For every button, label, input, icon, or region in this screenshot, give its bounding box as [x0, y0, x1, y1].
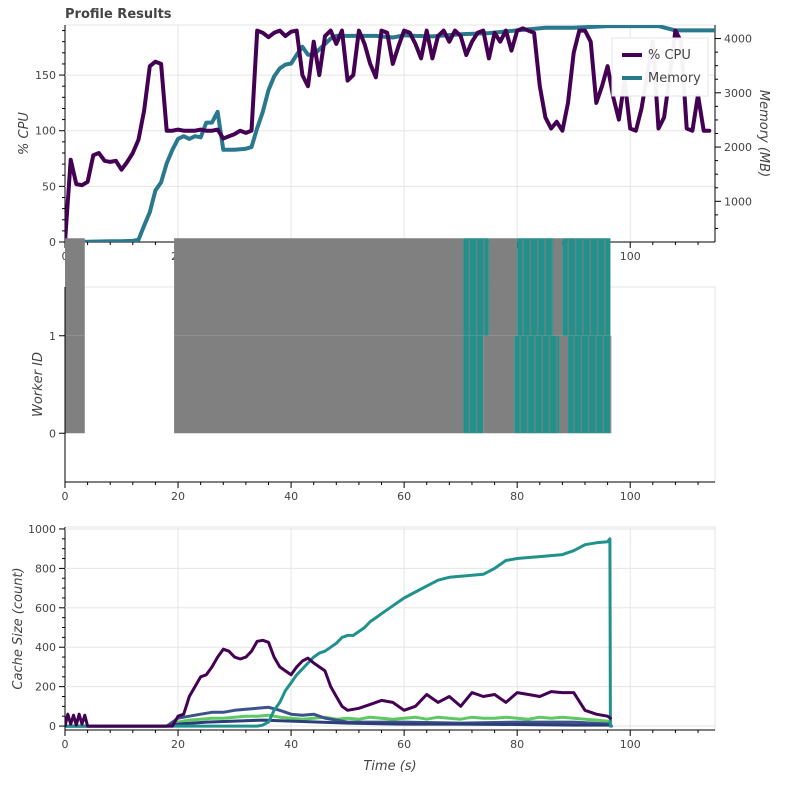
y-axis-label: % CPU [17, 112, 32, 155]
worker-0-segment [483, 335, 515, 434]
worker-0-gap [556, 335, 558, 434]
x-tick-label: 80 [510, 490, 524, 503]
x-tick-label: 60 [397, 738, 411, 751]
cache-series-line [65, 638, 612, 728]
x-tick-label: 40 [284, 738, 298, 751]
y-tick-label: 1000 [28, 523, 56, 536]
worker-0-gap [475, 335, 478, 434]
worker-0-segment [463, 335, 484, 434]
worker-1-gap [529, 238, 532, 336]
cache-series-line [65, 718, 612, 728]
worker-1-gap [596, 238, 599, 336]
y-tick-label: 0 [49, 427, 56, 440]
worker-0-gap [534, 335, 536, 434]
legend-box [611, 37, 709, 97]
x-tick-label: 60 [397, 490, 411, 503]
series-group [65, 25, 715, 242]
y2-axis-label: Memory (MB) [756, 90, 771, 177]
series-group [65, 537, 614, 728]
worker-1-gap [475, 238, 478, 336]
worker-1-segment [562, 238, 611, 336]
worker-1-gap [589, 238, 592, 336]
y-tick-label: 800 [35, 562, 56, 575]
worker-0-gap [548, 335, 551, 434]
worker-0-gap [602, 335, 605, 434]
worker-0-gap [587, 335, 590, 434]
worker-1-gap [582, 238, 584, 336]
cpu-series-line [65, 26, 712, 242]
x-axis-label: Time (s) [363, 759, 416, 774]
legend-label-cpu: % CPU [648, 48, 691, 63]
figure-title: Profile Results [65, 7, 172, 22]
x-tick-label: 20 [171, 490, 185, 503]
worker-0-gap [573, 335, 575, 434]
worker-0-gap [609, 335, 612, 434]
x-tick-label: 0 [62, 738, 69, 751]
cache-series-line [65, 705, 612, 728]
worker-0-segment [559, 335, 569, 434]
y2-tick-label: 3000 [724, 87, 752, 100]
y2-tick-label: 1000 [724, 195, 752, 208]
y-tick-label: 400 [35, 641, 56, 654]
worker-1-gap [483, 238, 485, 336]
worker-1-segment [553, 238, 563, 336]
worker-1-gap [536, 238, 539, 336]
worker-0-segment [174, 335, 464, 434]
y-tick-label: 150 [35, 69, 56, 82]
worker-0-gap [526, 335, 529, 434]
y-tick-label: 0 [49, 236, 56, 249]
y-tick-label: 0 [49, 720, 56, 733]
worker-1-gap [522, 238, 524, 336]
worker-1-segment [174, 238, 464, 336]
cache-series-line [65, 713, 612, 728]
y-axis-label: Worker ID [31, 352, 46, 417]
worker-1-gap [544, 238, 546, 336]
plot-frame [64, 526, 716, 731]
x-tick-label: 40 [284, 490, 298, 503]
x-tick-label: 100 [620, 738, 641, 751]
worker-0-gap [519, 335, 521, 434]
y-tick-label: 50 [42, 180, 56, 193]
x-tick-label: 100 [620, 250, 641, 263]
worker-1-gap [574, 238, 577, 336]
worker-0-segment [65, 335, 85, 434]
worker-1-gap [567, 238, 569, 336]
worker-0-gap [595, 335, 597, 434]
cache-series-line [65, 537, 614, 728]
legend: % CPU Memory [611, 37, 709, 97]
worker-1-segment [488, 238, 518, 336]
x-tick-label: 100 [620, 490, 641, 503]
y-axis-label: Cache Size (count) [11, 567, 26, 689]
worker-0-gap [541, 335, 543, 434]
y-tick-label: 200 [35, 681, 56, 694]
x-tick-label: 20 [171, 738, 185, 751]
y-tick-label: 100 [35, 125, 56, 138]
y-tick-label: 1 [49, 330, 56, 343]
worker-1-gap [604, 238, 606, 336]
worker-1-gap [468, 238, 471, 336]
worker-0-gap [580, 335, 582, 434]
worker-0-gap [468, 335, 471, 434]
y2-tick-label: 4000 [724, 33, 752, 46]
y-tick-label: 600 [35, 602, 56, 615]
worker-0-segment [514, 335, 560, 434]
worker-1-segment [65, 238, 85, 336]
x-tick-label: 80 [510, 738, 524, 751]
x-tick-label: 0 [62, 490, 69, 503]
cache-size-plot: 0 200 400 600 800 1000 Cache Size (count) 0 20 40… [11, 523, 716, 774]
y2-tick-label: 2000 [724, 141, 752, 154]
worker-1-gap [551, 238, 554, 336]
legend-label-memory: Memory [648, 71, 701, 86]
plot-frame [64, 24, 716, 243]
